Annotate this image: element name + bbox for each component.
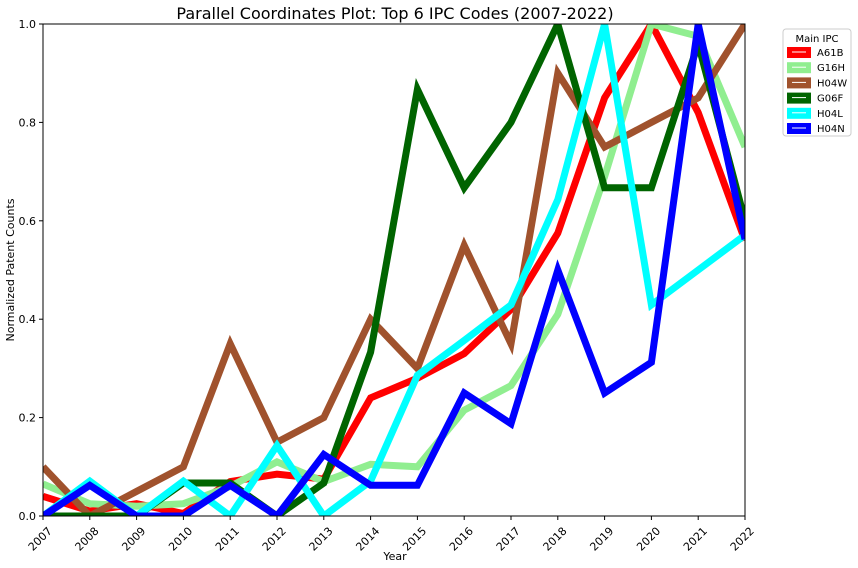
legend: Main IPC A61B G16H H04W G06F H04L H04N — [783, 29, 851, 136]
x-axis-title: Year — [382, 550, 407, 563]
series-line-h04w — [43, 24, 745, 516]
x-tick-label: 2018 — [541, 525, 570, 554]
legend-label-a61b: A61B — [817, 48, 844, 59]
x-tick-label: 2016 — [447, 525, 476, 554]
x-tick-label: 2012 — [260, 525, 289, 554]
series-line-h04n — [43, 24, 745, 516]
series-line-g06f — [43, 24, 745, 516]
x-tick-label: 2011 — [213, 525, 242, 554]
x-tick-label: 2020 — [634, 525, 663, 554]
x-tick-label: 2013 — [307, 525, 336, 554]
legend-label-g16h: G16H — [817, 63, 845, 74]
x-tick-label: 2007 — [26, 525, 55, 554]
plot-area — [43, 24, 745, 516]
y-tick-label: 0.6 — [19, 215, 37, 228]
y-tick-label: 0.2 — [19, 412, 37, 425]
legend-label-h04n: H04N — [817, 124, 845, 135]
x-tick-label: 2010 — [166, 525, 195, 554]
x-tick-label: 2021 — [681, 525, 710, 554]
x-tick-label: 2019 — [587, 525, 616, 554]
y-axis: 0.0 0.2 0.4 0.6 0.8 1.0 — [19, 18, 44, 523]
plot-frame — [43, 24, 745, 516]
legend-label-g06f: G06F — [817, 94, 843, 105]
x-tick-label: 2014 — [353, 525, 382, 554]
y-tick-label: 0.0 — [19, 510, 37, 523]
x-tick-label: 2022 — [728, 525, 757, 554]
legend-label-h04l: H04L — [817, 109, 843, 120]
series-lines — [43, 24, 745, 516]
series-line-h04l — [43, 24, 745, 516]
x-tick-label: 2008 — [73, 525, 102, 554]
y-tick-label: 0.4 — [19, 313, 37, 326]
y-tick-label: 1.0 — [19, 18, 37, 31]
chart-title: Parallel Coordinates Plot: Top 6 IPC Cod… — [176, 4, 613, 23]
legend-title: Main IPC — [795, 34, 838, 45]
legend-label-h04w: H04W — [817, 78, 847, 89]
x-tick-label: 2017 — [494, 525, 523, 554]
series-line-a61b — [43, 24, 745, 514]
y-tick-label: 0.8 — [19, 116, 37, 129]
y-axis-title: Normalized Patent Counts — [4, 198, 17, 341]
x-axis: 2007200820092010201120122013201420152016… — [26, 516, 757, 554]
x-tick-label: 2009 — [119, 525, 148, 554]
